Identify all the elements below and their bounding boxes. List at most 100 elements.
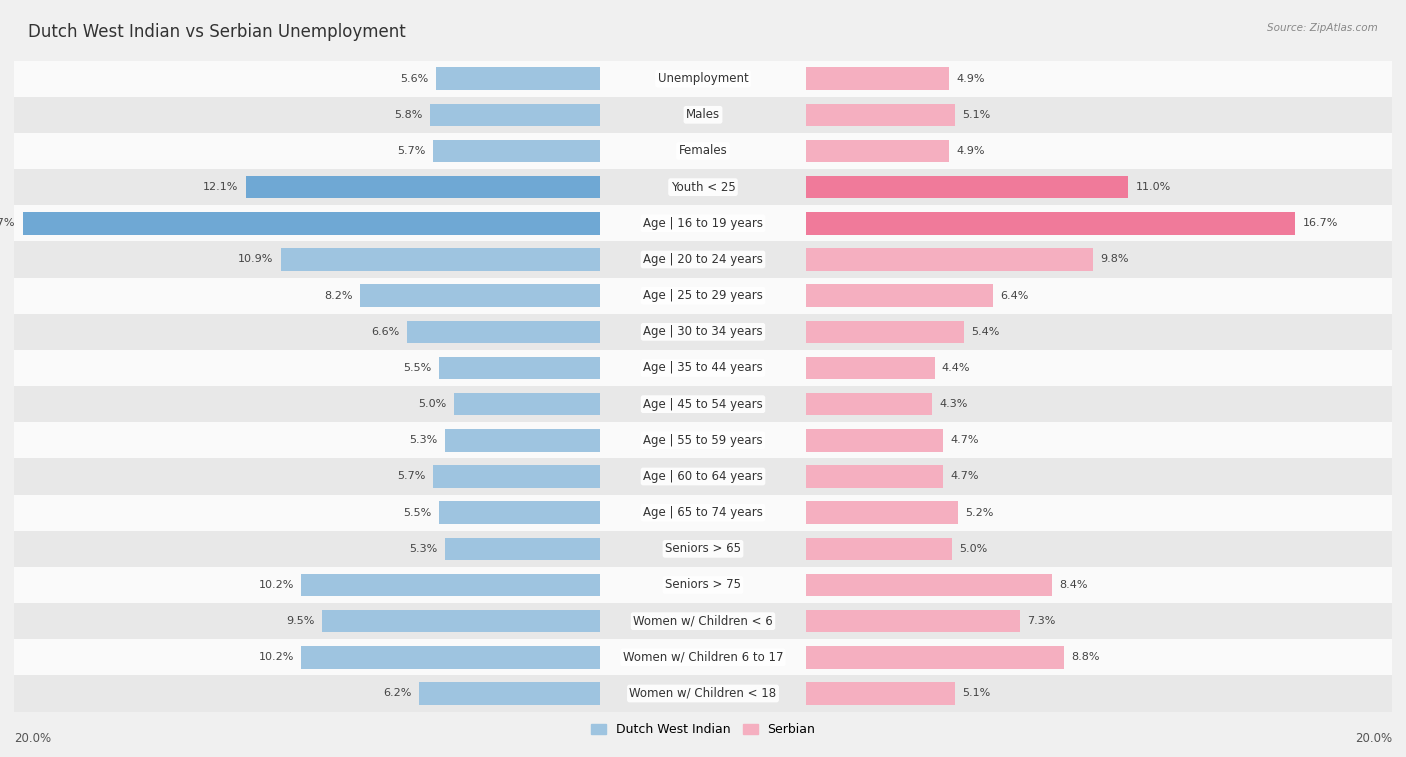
Bar	[14, 241, 1392, 278]
Text: Source: ZipAtlas.com: Source: ZipAtlas.com	[1267, 23, 1378, 33]
Text: 20.0%: 20.0%	[1355, 732, 1392, 745]
Bar	[14, 97, 1392, 133]
Text: Males: Males	[686, 108, 720, 121]
Bar	[806, 466, 943, 488]
Text: 5.1%: 5.1%	[963, 110, 991, 120]
Text: Age | 16 to 19 years: Age | 16 to 19 years	[643, 217, 763, 230]
Bar	[14, 386, 1392, 422]
Bar	[14, 278, 1392, 313]
Text: Women w/ Children < 6: Women w/ Children < 6	[633, 615, 773, 628]
Text: 5.0%: 5.0%	[959, 544, 988, 554]
Text: Age | 45 to 54 years: Age | 45 to 54 years	[643, 397, 763, 410]
Bar	[806, 429, 943, 451]
Text: 5.6%: 5.6%	[401, 73, 429, 83]
Bar	[14, 675, 1392, 712]
Text: 5.3%: 5.3%	[409, 435, 437, 445]
Bar	[806, 646, 1063, 668]
Text: Age | 20 to 24 years: Age | 20 to 24 years	[643, 253, 763, 266]
Text: Age | 55 to 59 years: Age | 55 to 59 years	[643, 434, 763, 447]
Bar	[322, 610, 600, 632]
Text: 5.1%: 5.1%	[963, 689, 991, 699]
Text: 5.5%: 5.5%	[404, 508, 432, 518]
Bar	[419, 682, 600, 705]
Bar	[14, 494, 1392, 531]
Text: 5.4%: 5.4%	[972, 327, 1000, 337]
Text: 4.9%: 4.9%	[956, 73, 986, 83]
Text: 4.3%: 4.3%	[939, 399, 967, 409]
Text: 5.0%: 5.0%	[418, 399, 447, 409]
Text: Seniors > 75: Seniors > 75	[665, 578, 741, 591]
Bar	[806, 140, 949, 162]
Bar	[14, 639, 1392, 675]
Text: 8.2%: 8.2%	[325, 291, 353, 301]
Bar	[14, 61, 1392, 97]
Bar	[806, 67, 949, 90]
Text: 5.7%: 5.7%	[398, 472, 426, 481]
Bar	[430, 104, 600, 126]
Bar	[446, 429, 600, 451]
Bar	[454, 393, 600, 416]
Bar	[806, 610, 1019, 632]
Text: 4.7%: 4.7%	[950, 435, 979, 445]
Text: 4.9%: 4.9%	[956, 146, 986, 156]
Bar	[806, 537, 952, 560]
Text: 4.4%: 4.4%	[942, 363, 970, 373]
Text: 9.5%: 9.5%	[287, 616, 315, 626]
Text: Females: Females	[679, 145, 727, 157]
Bar	[436, 67, 600, 90]
Text: 8.4%: 8.4%	[1059, 580, 1088, 590]
Bar	[806, 104, 955, 126]
Text: Dutch West Indian vs Serbian Unemployment: Dutch West Indian vs Serbian Unemploymen…	[28, 23, 406, 41]
Text: Women w/ Children < 18: Women w/ Children < 18	[630, 687, 776, 700]
Text: 5.8%: 5.8%	[395, 110, 423, 120]
Bar	[806, 574, 1052, 597]
Text: 6.2%: 6.2%	[382, 689, 412, 699]
Bar	[360, 285, 600, 307]
Text: 10.2%: 10.2%	[259, 580, 294, 590]
Bar	[806, 682, 955, 705]
Bar	[806, 357, 935, 379]
Bar	[14, 133, 1392, 169]
Text: Age | 35 to 44 years: Age | 35 to 44 years	[643, 362, 763, 375]
Bar	[806, 321, 965, 343]
Text: Age | 25 to 29 years: Age | 25 to 29 years	[643, 289, 763, 302]
Bar	[281, 248, 600, 271]
Bar	[806, 248, 1092, 271]
Text: 19.7%: 19.7%	[0, 218, 15, 229]
Bar	[14, 531, 1392, 567]
Text: 5.5%: 5.5%	[404, 363, 432, 373]
Bar	[806, 501, 957, 524]
Text: 4.7%: 4.7%	[950, 472, 979, 481]
Bar	[14, 205, 1392, 241]
Bar	[14, 567, 1392, 603]
Text: 5.2%: 5.2%	[966, 508, 994, 518]
Text: Youth < 25: Youth < 25	[671, 181, 735, 194]
Bar	[433, 140, 600, 162]
Text: Age | 60 to 64 years: Age | 60 to 64 years	[643, 470, 763, 483]
Text: 10.9%: 10.9%	[238, 254, 274, 264]
Legend: Dutch West Indian, Serbian: Dutch West Indian, Serbian	[585, 718, 821, 741]
Text: 7.3%: 7.3%	[1026, 616, 1056, 626]
Bar	[433, 466, 600, 488]
Bar	[301, 646, 600, 668]
Bar	[406, 321, 600, 343]
Bar	[14, 350, 1392, 386]
Text: Age | 30 to 34 years: Age | 30 to 34 years	[643, 326, 763, 338]
Text: 8.8%: 8.8%	[1071, 653, 1099, 662]
Text: Seniors > 65: Seniors > 65	[665, 542, 741, 556]
Bar	[439, 357, 600, 379]
Bar	[806, 176, 1128, 198]
Text: 12.1%: 12.1%	[202, 182, 239, 192]
Bar	[806, 285, 993, 307]
Text: 11.0%: 11.0%	[1136, 182, 1171, 192]
Text: 10.2%: 10.2%	[259, 653, 294, 662]
Bar	[14, 603, 1392, 639]
Text: 5.3%: 5.3%	[409, 544, 437, 554]
Text: 9.8%: 9.8%	[1101, 254, 1129, 264]
Text: 6.4%: 6.4%	[1001, 291, 1029, 301]
Bar	[14, 422, 1392, 459]
Bar	[806, 212, 1295, 235]
Text: Unemployment: Unemployment	[658, 72, 748, 85]
Bar	[439, 501, 600, 524]
Text: 5.7%: 5.7%	[398, 146, 426, 156]
